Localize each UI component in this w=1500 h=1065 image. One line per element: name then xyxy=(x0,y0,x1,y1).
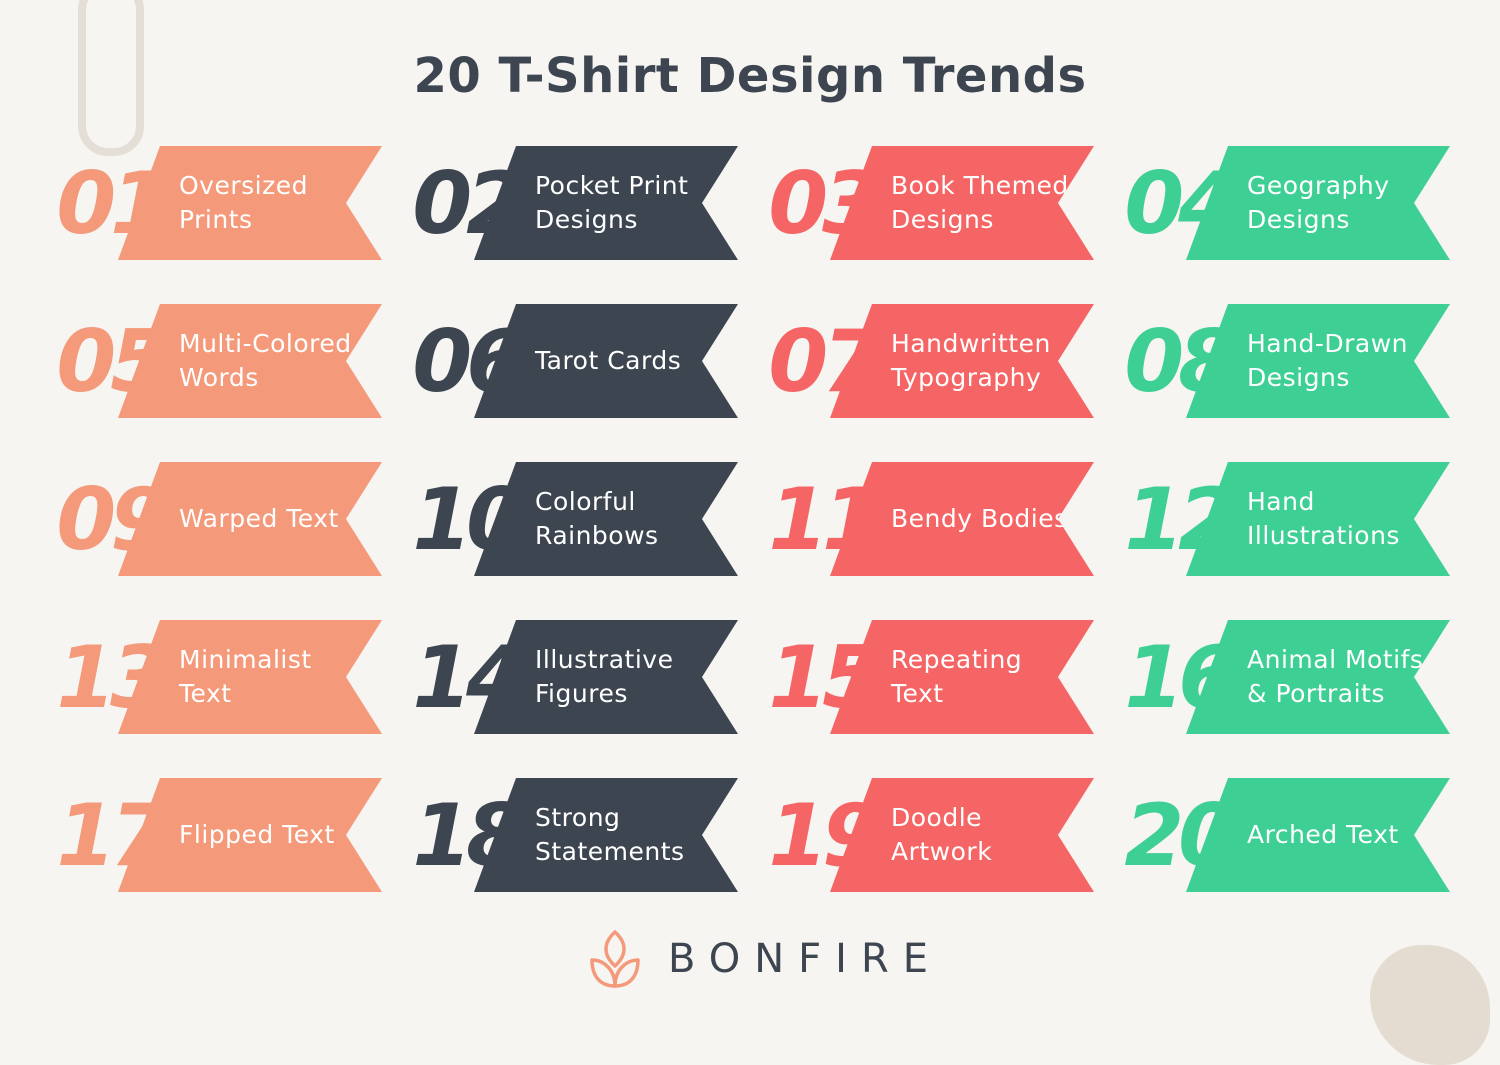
trend-item: 08 Hand-Drawn Designs xyxy=(1110,304,1450,418)
trend-ribbon: Warped Text xyxy=(118,462,382,576)
trend-item: 02 Pocket Print Designs xyxy=(398,146,738,260)
trend-ribbon: Minimalist Text xyxy=(118,620,382,734)
trend-item: 09 Warped Text xyxy=(42,462,382,576)
trend-item: 11 Bendy Bodies xyxy=(754,462,1094,576)
trend-item: 07 Handwritten Typography xyxy=(754,304,1094,418)
trend-item: 16 Animal Motifs & Portraits xyxy=(1110,620,1450,734)
trend-item: 03 Book Themed Designs xyxy=(754,146,1094,260)
trend-ribbon: Colorful Rainbows xyxy=(474,462,738,576)
logo-text: BONFIRE xyxy=(668,936,943,982)
trend-item: 12 Hand Illustrations xyxy=(1110,462,1450,576)
trend-item: 13 Minimalist Text xyxy=(42,620,382,734)
trend-label: Animal Motifs & Portraits xyxy=(1247,645,1424,708)
trend-ribbon: Pocket Print Designs xyxy=(474,146,738,260)
trend-ribbon: Arched Text xyxy=(1186,778,1450,892)
trend-label: Minimalist Text xyxy=(179,645,312,708)
trend-label: Tarot Cards xyxy=(535,346,682,375)
trend-label: Repeating Text xyxy=(891,645,1023,708)
trend-ribbon: Repeating Text xyxy=(830,620,1094,734)
trend-label: Colorful Rainbows xyxy=(535,487,659,550)
trend-ribbon: Illustrative Figures xyxy=(474,620,738,734)
trend-item: 06 Tarot Cards xyxy=(398,304,738,418)
trend-item: 10 Colorful Rainbows xyxy=(398,462,738,576)
trend-label: Warped Text xyxy=(179,504,339,533)
trend-ribbon: Hand-Drawn Designs xyxy=(1186,304,1450,418)
trend-ribbon: Animal Motifs & Portraits xyxy=(1186,620,1450,734)
decorative-blob xyxy=(1370,945,1490,1065)
lotus-flame-icon xyxy=(590,930,640,988)
trend-label: Arched Text xyxy=(1247,820,1399,849)
trend-label: Multi-Colored Words xyxy=(179,329,352,392)
trend-label: Strong Statements xyxy=(535,803,685,866)
trend-label: Pocket Print Designs xyxy=(535,171,689,234)
trend-item: 17 Flipped Text xyxy=(42,778,382,892)
trend-item: 05 Multi-Colored Words xyxy=(42,304,382,418)
trend-item: 01 Oversized Prints xyxy=(42,146,382,260)
trend-label: Hand Illustrations xyxy=(1247,487,1400,550)
trend-label: Oversized Prints xyxy=(179,171,308,234)
decorative-loop xyxy=(78,0,144,156)
trend-ribbon: Doodle Artwork xyxy=(830,778,1094,892)
trend-ribbon: Geography Designs xyxy=(1186,146,1450,260)
trend-label: Doodle Artwork xyxy=(891,803,993,866)
bonfire-logo: BONFIRE xyxy=(588,928,942,990)
page-title: 20 T-Shirt Design Trends xyxy=(413,48,1087,104)
trend-item: 20 Arched Text xyxy=(1110,778,1450,892)
trend-label: Book Themed Designs xyxy=(891,171,1069,234)
trend-label: Handwritten Typography xyxy=(891,329,1051,392)
trend-ribbon: Hand Illustrations xyxy=(1186,462,1450,576)
trend-label: Hand-Drawn Designs xyxy=(1247,329,1408,392)
trend-ribbon: Handwritten Typography xyxy=(830,304,1094,418)
trend-ribbon: Book Themed Designs xyxy=(830,146,1094,260)
trend-ribbon: Flipped Text xyxy=(118,778,382,892)
trend-item: 15 Repeating Text xyxy=(754,620,1094,734)
trend-label: Geography Designs xyxy=(1247,171,1390,234)
trend-ribbon: Multi-Colored Words xyxy=(118,304,382,418)
trend-label: Illustrative Figures xyxy=(535,645,674,708)
trend-item: 18 Strong Statements xyxy=(398,778,738,892)
trend-item: 19 Doodle Artwork xyxy=(754,778,1094,892)
trend-item: 14 Illustrative Figures xyxy=(398,620,738,734)
trend-ribbon: Oversized Prints xyxy=(118,146,382,260)
trend-label: Flipped Text xyxy=(179,820,335,849)
trend-item: 04 Geography Designs xyxy=(1110,146,1450,260)
trend-ribbon: Strong Statements xyxy=(474,778,738,892)
trend-ribbon: Tarot Cards xyxy=(474,304,738,418)
trend-label: Bendy Bodies xyxy=(891,504,1068,533)
trend-ribbon: Bendy Bodies xyxy=(830,462,1094,576)
